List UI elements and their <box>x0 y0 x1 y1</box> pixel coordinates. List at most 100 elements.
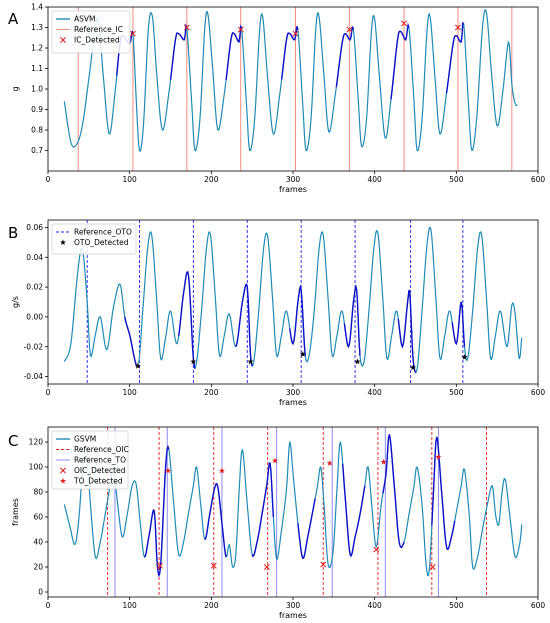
y-axis-label: frames <box>11 498 20 526</box>
signal-highlight-segment <box>289 284 306 356</box>
detection-marker <box>271 457 279 464</box>
detection-marker <box>320 561 327 568</box>
y-tick-label: -0.02 <box>24 342 44 351</box>
signal-highlight-segment <box>204 482 227 558</box>
legend-entry: ASVM <box>74 15 96 24</box>
signal-highlight-segment <box>382 434 405 548</box>
panel-c: C 0 100 200 300 400 500 600 0 20 40 60 80 100 120 frame… <box>8 426 546 620</box>
x-axis-label: frames <box>279 611 307 620</box>
y-tick-label: 20 <box>33 563 43 572</box>
detection-marker <box>326 460 333 466</box>
legend-entry: OTO_Detected <box>74 238 129 247</box>
x-tick-label: 100 <box>123 388 138 397</box>
y-tick-label: 1.0 <box>31 85 43 94</box>
signal-highlight-segment <box>445 21 464 94</box>
detection-marker <box>292 30 299 37</box>
y-tick-label: 1.3 <box>31 23 43 32</box>
detection-marker <box>410 364 417 371</box>
x-tick-label: 0 <box>46 388 51 397</box>
signal-highlight-segment <box>178 270 196 369</box>
detection-marker <box>134 362 141 369</box>
signal-highlight-segment <box>397 289 417 373</box>
y-tick-label: 1.2 <box>31 44 43 53</box>
signal-highlight-segment <box>235 283 253 367</box>
y-tick-label: 0.9 <box>31 105 43 114</box>
detection-marker <box>461 353 468 360</box>
detection-marker <box>183 24 190 31</box>
signal-highlight-segment <box>451 301 466 347</box>
legend-entry: Reference_OTO <box>74 228 132 237</box>
x-tick-label: 400 <box>368 601 383 610</box>
signal-highlight-segment <box>343 284 361 356</box>
legend-box <box>51 430 129 490</box>
detection-marker <box>354 358 361 365</box>
y-tick-label: 0.00 <box>26 313 43 322</box>
x-tick-label: 100 <box>123 175 138 184</box>
signal-highlight-segment <box>143 444 170 578</box>
detection-marker <box>299 350 306 357</box>
y-tick-label: 100 <box>29 463 44 472</box>
y-tick-label: 1.4 <box>31 3 43 12</box>
panel-a: A 0 100 200 300 400 500 600 0.7 0.8 0.9 1.0 1.1 1.2 1.… <box>8 3 545 194</box>
detection-marker <box>247 358 254 365</box>
signal-highlight-segment <box>251 462 275 558</box>
detection-marker <box>263 564 270 570</box>
detection-marker <box>346 26 353 33</box>
x-tick-label: 600 <box>531 175 546 184</box>
y-tick-label: 1.1 <box>31 64 43 73</box>
x-tick-label: 300 <box>286 175 301 184</box>
signal-highlight-segment <box>225 24 243 80</box>
signal-highlight-segment <box>124 316 139 368</box>
x-tick-label: 600 <box>531 601 546 610</box>
plot-area <box>63 427 538 597</box>
y-axis-label: g <box>11 86 20 91</box>
x-tick-label: 600 <box>531 388 546 397</box>
legend-entry: TO_Detected <box>73 477 123 486</box>
x-tick-label: 300 <box>286 388 301 397</box>
y-tick-label: 120 <box>29 438 44 447</box>
x-tick-label: 100 <box>123 601 138 610</box>
x-tick-label: 0 <box>46 601 51 610</box>
x-tick-label: 200 <box>204 601 219 610</box>
detection-marker <box>156 562 163 569</box>
legend-entry: Reference_IC <box>74 25 123 34</box>
detection-marker <box>210 562 217 569</box>
x-tick-label: 500 <box>449 175 464 184</box>
x-tick-label: 200 <box>204 388 219 397</box>
signal-highlight-segment <box>431 436 456 551</box>
legend-swatch <box>60 467 66 474</box>
signal-highlight-segment <box>342 463 366 558</box>
signal-line <box>63 433 523 577</box>
signal-highlight-segment <box>390 22 410 100</box>
signal-highlight-segment <box>169 23 188 80</box>
y-tick-label: 0.06 <box>26 223 43 232</box>
detection-marker <box>373 546 380 553</box>
y-tick-label: 40 <box>33 538 43 547</box>
x-axis-label: frames <box>279 185 307 194</box>
x-tick-label: 200 <box>204 175 219 184</box>
legend-entry: OIC_Detected <box>74 466 126 475</box>
y-tick-label: 0.8 <box>31 126 43 135</box>
detection-marker <box>455 24 461 31</box>
detection-marker <box>218 467 225 474</box>
y-tick-label: 0.04 <box>26 253 43 262</box>
y-axis-label: g/s <box>11 296 20 308</box>
detection-marker <box>190 358 197 365</box>
x-tick-label: 400 <box>368 388 383 397</box>
legend-entry: Reference_TO <box>74 456 126 465</box>
plot-area <box>63 7 518 171</box>
y-tick-label: 0.02 <box>26 283 43 292</box>
detection-marker <box>165 467 172 474</box>
signal-highlight-segment <box>335 26 355 88</box>
panel-label: C <box>8 432 18 450</box>
panel-label: A <box>8 10 19 28</box>
legend-swatch <box>59 239 67 246</box>
detection-marker <box>435 453 442 460</box>
signal-highlight-segment <box>297 498 316 560</box>
y-tick-label: 0 <box>38 588 43 597</box>
panel-b: B 0 100 200 300 400 500 600 -0.04 -0.02 0.00 0.02 0.… <box>8 219 546 407</box>
legend-entry: Reference_OIC <box>74 445 129 454</box>
